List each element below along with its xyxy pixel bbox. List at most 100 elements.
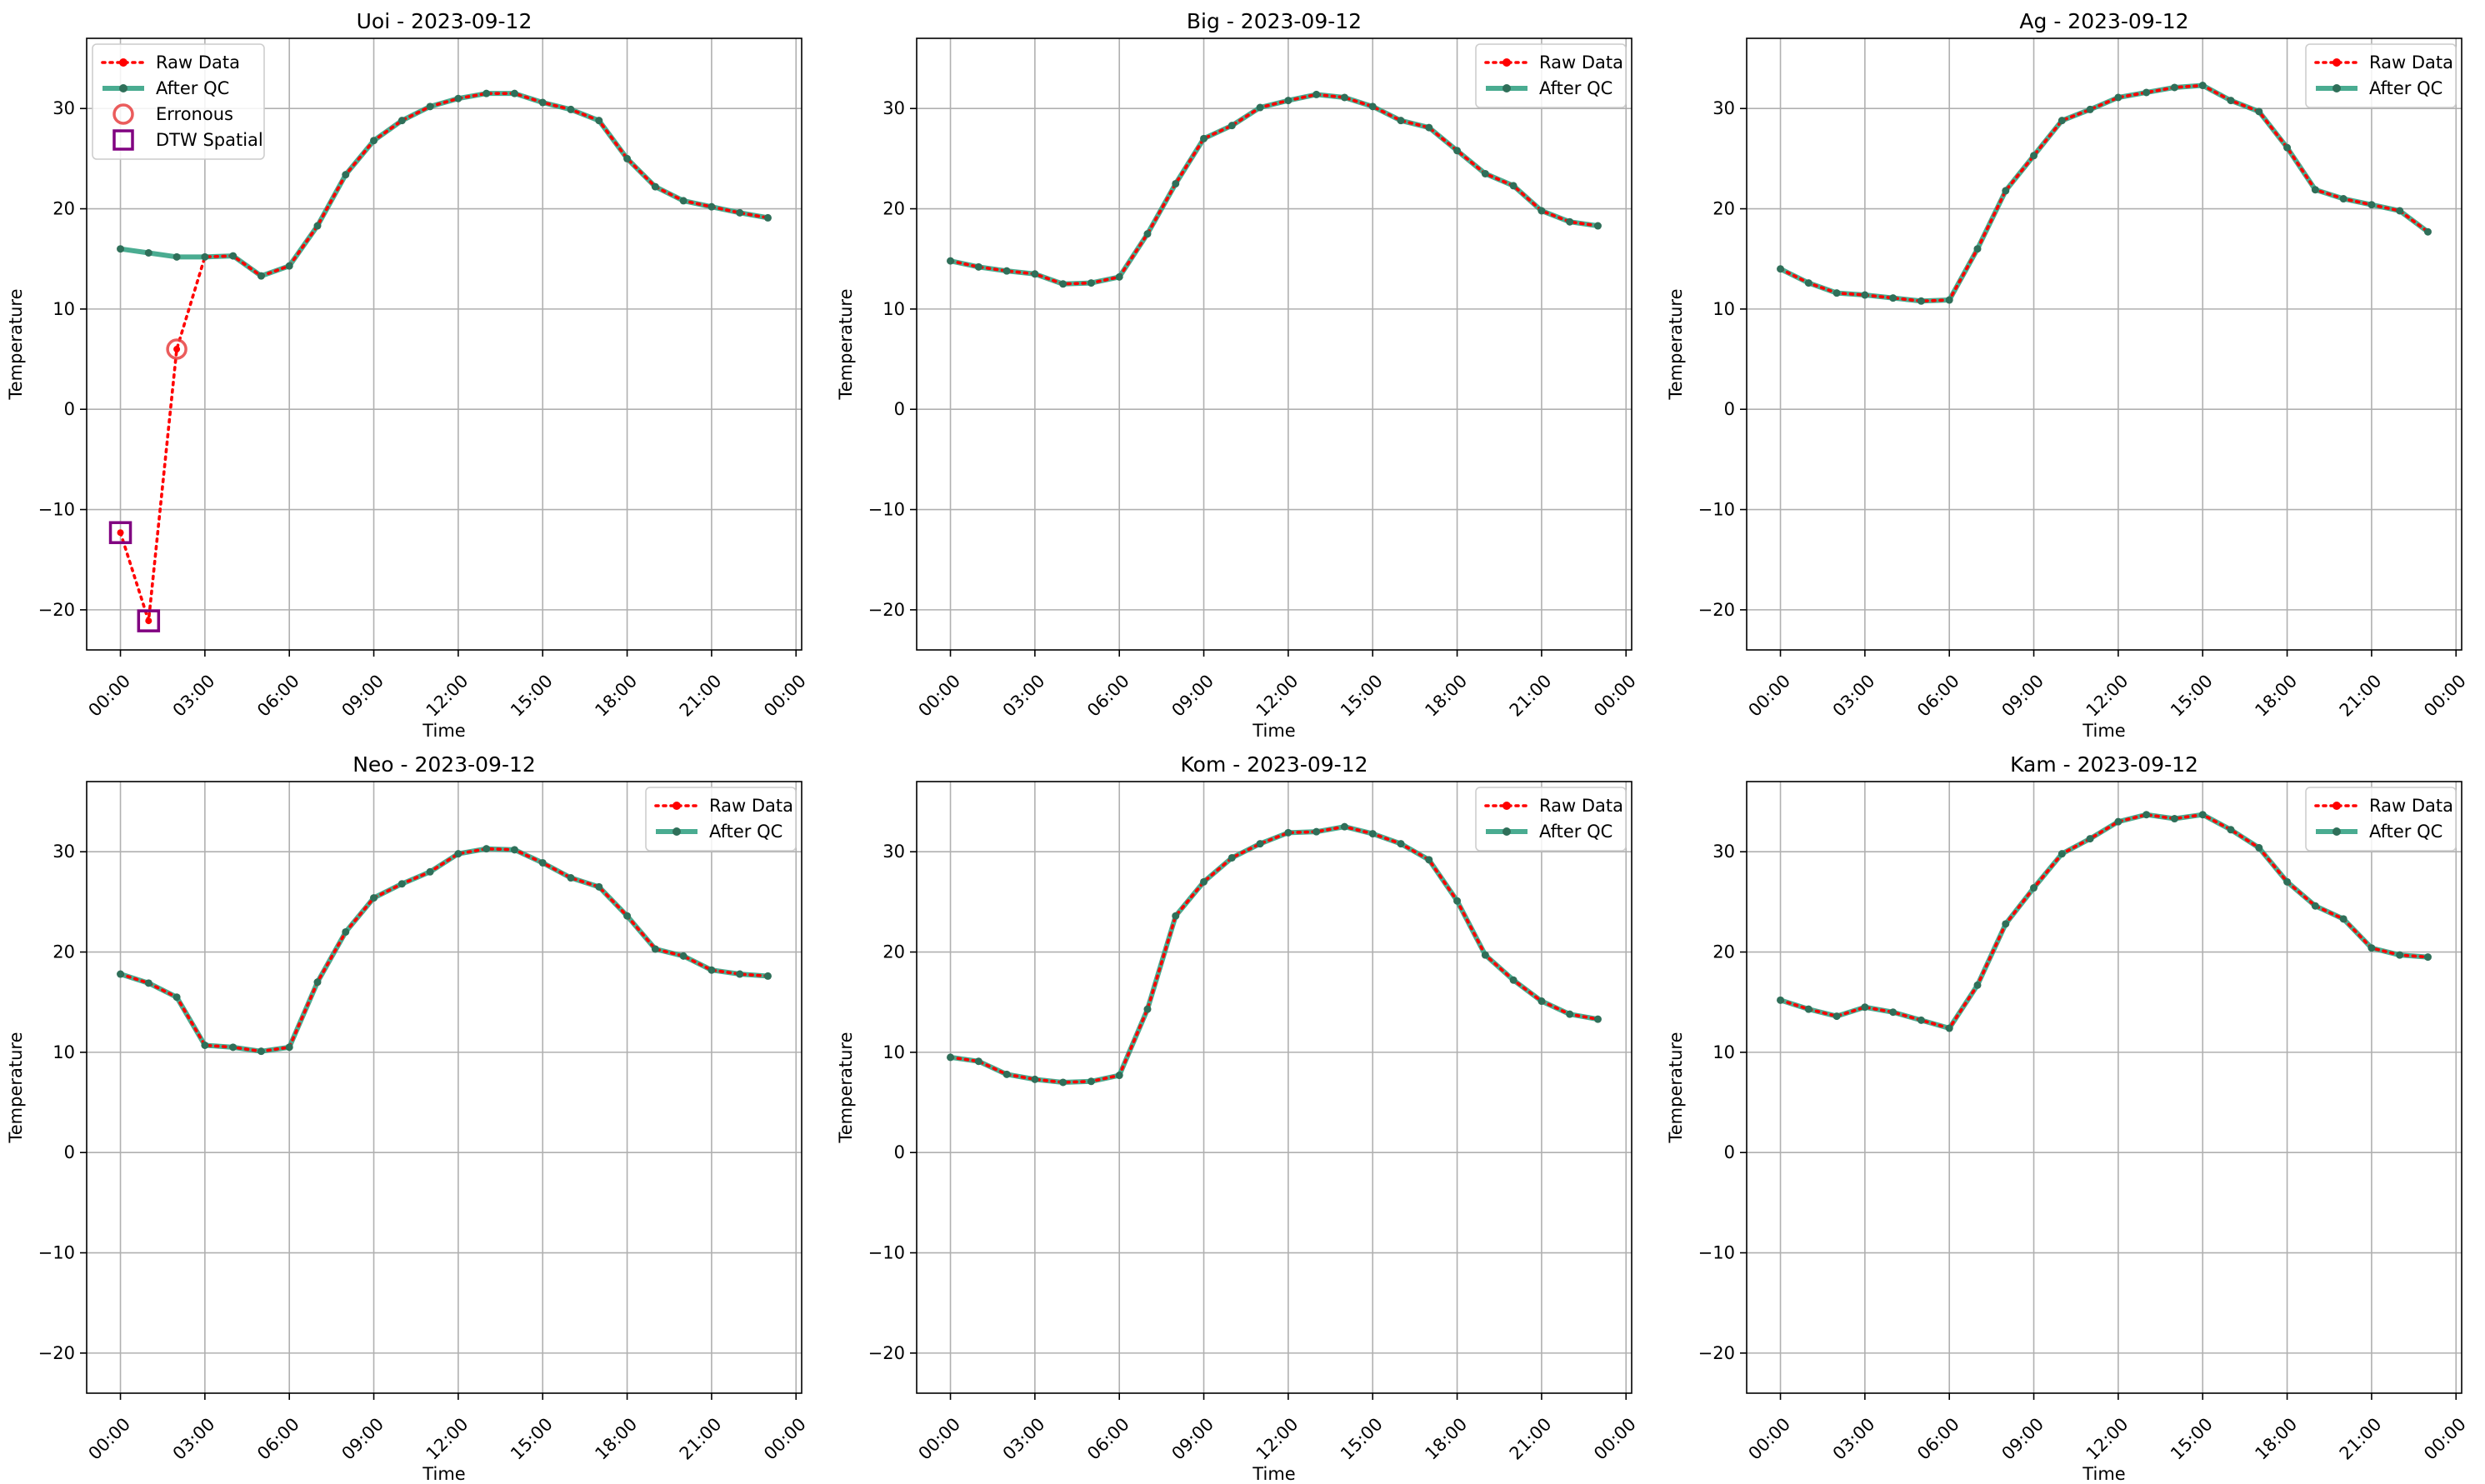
y-tick-label: −20 [38,1343,75,1363]
axes-frame [1746,781,2462,1394]
x-tick-label: 21:00 [676,671,726,721]
after-qc-point [679,197,688,205]
after-qc-point [1481,951,1489,959]
legend-label: Raw Data [2369,796,2453,816]
after-qc-point [1115,272,1123,281]
chart-panel-1: 00:00 03:00 06:00 09:00 12:00 15:00 18:00 21:00… [6,9,810,741]
legend-label: After QC [1539,78,1612,98]
x-tick-label: 03:00 [169,1414,219,1464]
chart-title: Ag - 2023-09-12 [2019,9,2188,33]
after-qc-point [398,880,406,888]
after-qc-point [1087,1077,1095,1086]
after-qc-point [1002,267,1011,275]
x-axis-label: Time [2082,721,2125,741]
after-qc-point [2339,195,2348,203]
after-qc-point [1115,1072,1123,1080]
after-qc-point [313,222,322,230]
after-qc-point [1917,297,1925,305]
x-tick-label: 09:00 [338,671,388,721]
y-tick-label: 30 [1712,842,1735,862]
after-qc-point [2198,811,2207,819]
legend-item: After QC [102,78,229,98]
after-qc-point [1945,296,1953,304]
x-tick-label: 12:00 [422,1414,472,1464]
after-qc-point [567,874,575,882]
legend-label: After QC [1539,822,1612,842]
after-qc-point [2170,815,2178,823]
y-tick-label: 30 [882,842,905,862]
x-tick-label: 15:00 [2167,671,2217,721]
after-qc-point [1031,270,1039,278]
after-qc-point [1397,117,1405,125]
after-qc-point [482,89,491,97]
x-tick-label: 00:00 [914,1414,964,1464]
chart-panel-2: 00:00 03:00 06:00 09:00 12:00 15:00 18:00 21:00… [836,9,1640,741]
y-tick-label: 30 [882,98,905,118]
after-qc-point [2002,920,2010,928]
after-qc-point [947,1053,955,1062]
after-qc-point [510,846,518,854]
x-tick-label: 00:00 [1744,1414,1794,1464]
x-axis-label: Time [422,721,465,741]
after-qc-point [736,208,744,217]
after-qc-point [538,858,547,867]
x-tick-label: 18:00 [1421,671,1471,721]
after-qc-point [454,94,462,102]
after-qc-point [1832,289,1841,297]
series-after-qc-line [949,92,1598,287]
y-tick-label: 0 [1724,1142,1735,1162]
x-tick-label: 00:00 [2420,671,2470,721]
x-axis-label: Time [1252,1464,1295,1484]
x-tick-label: 03:00 [1829,1414,1879,1464]
x-tick-label: 15:00 [507,671,557,721]
legend-item: After QC [1486,78,1612,98]
chart-panel-6: 00:00 03:00 06:00 09:00 12:00 15:00 18:00 21:00… [1666,752,2470,1484]
after-qc-point [1340,93,1348,102]
y-tick-label: 30 [52,842,75,862]
y-tick-label: −10 [38,500,75,520]
after-qc-point [1284,97,1292,105]
x-tick-label: 09:00 [1998,1414,2048,1464]
x-axis-label: Time [1252,721,1295,741]
after-qc-point [1059,280,1068,288]
x-tick-label: 21:00 [1506,671,1556,721]
after-qc-point [1804,1005,1812,1013]
x-tick-label: 09:00 [1998,671,2048,721]
series-layer [117,845,772,1056]
y-tick-label: 0 [1724,399,1735,419]
after-qc-point [398,117,406,125]
after-qc-point [567,105,575,113]
after-qc-point [2283,143,2292,152]
after-qc-point [1832,1012,1841,1021]
y-tick-label: 0 [64,1142,75,1162]
y-tick-label: 30 [52,98,75,118]
after-qc-point [201,252,209,261]
after-qc-point [2368,201,2376,209]
chart-title: Neo - 2023-09-12 [352,752,536,777]
y-tick-label: −20 [38,600,75,620]
legend: Raw Data After QC [1475,43,1627,108]
after-qc-point [1284,828,1292,837]
after-qc-point [1889,294,1898,302]
y-tick-label: −10 [1698,500,1735,520]
after-qc-point [1002,1070,1011,1078]
chart-title: Big - 2023-09-12 [1187,9,1362,33]
legend-label: DTW Spatial [156,130,263,150]
after-qc-point [1256,840,1264,848]
legend-box [1475,43,1627,108]
legend-label: Raw Data [1539,796,1623,816]
x-axis-label: Time [2082,1464,2125,1484]
after-qc-point [538,98,547,107]
x-tick-label: 18:00 [2251,1414,2301,1464]
after-qc-point [1945,1024,1953,1032]
chart-panel-4: 00:00 03:00 06:00 09:00 12:00 15:00 18:00 21:00… [6,752,810,1484]
after-qc-point [1593,222,1602,230]
y-tick-label: 10 [52,1042,75,1062]
after-qc-point [117,970,125,978]
legend-raw-marker [2332,802,2341,810]
x-tick-label: 06:00 [253,671,303,721]
chart-title: Uoi - 2023-09-12 [357,9,532,33]
after-qc-point [651,182,659,191]
legend: Raw Data After QC [2305,787,2457,852]
